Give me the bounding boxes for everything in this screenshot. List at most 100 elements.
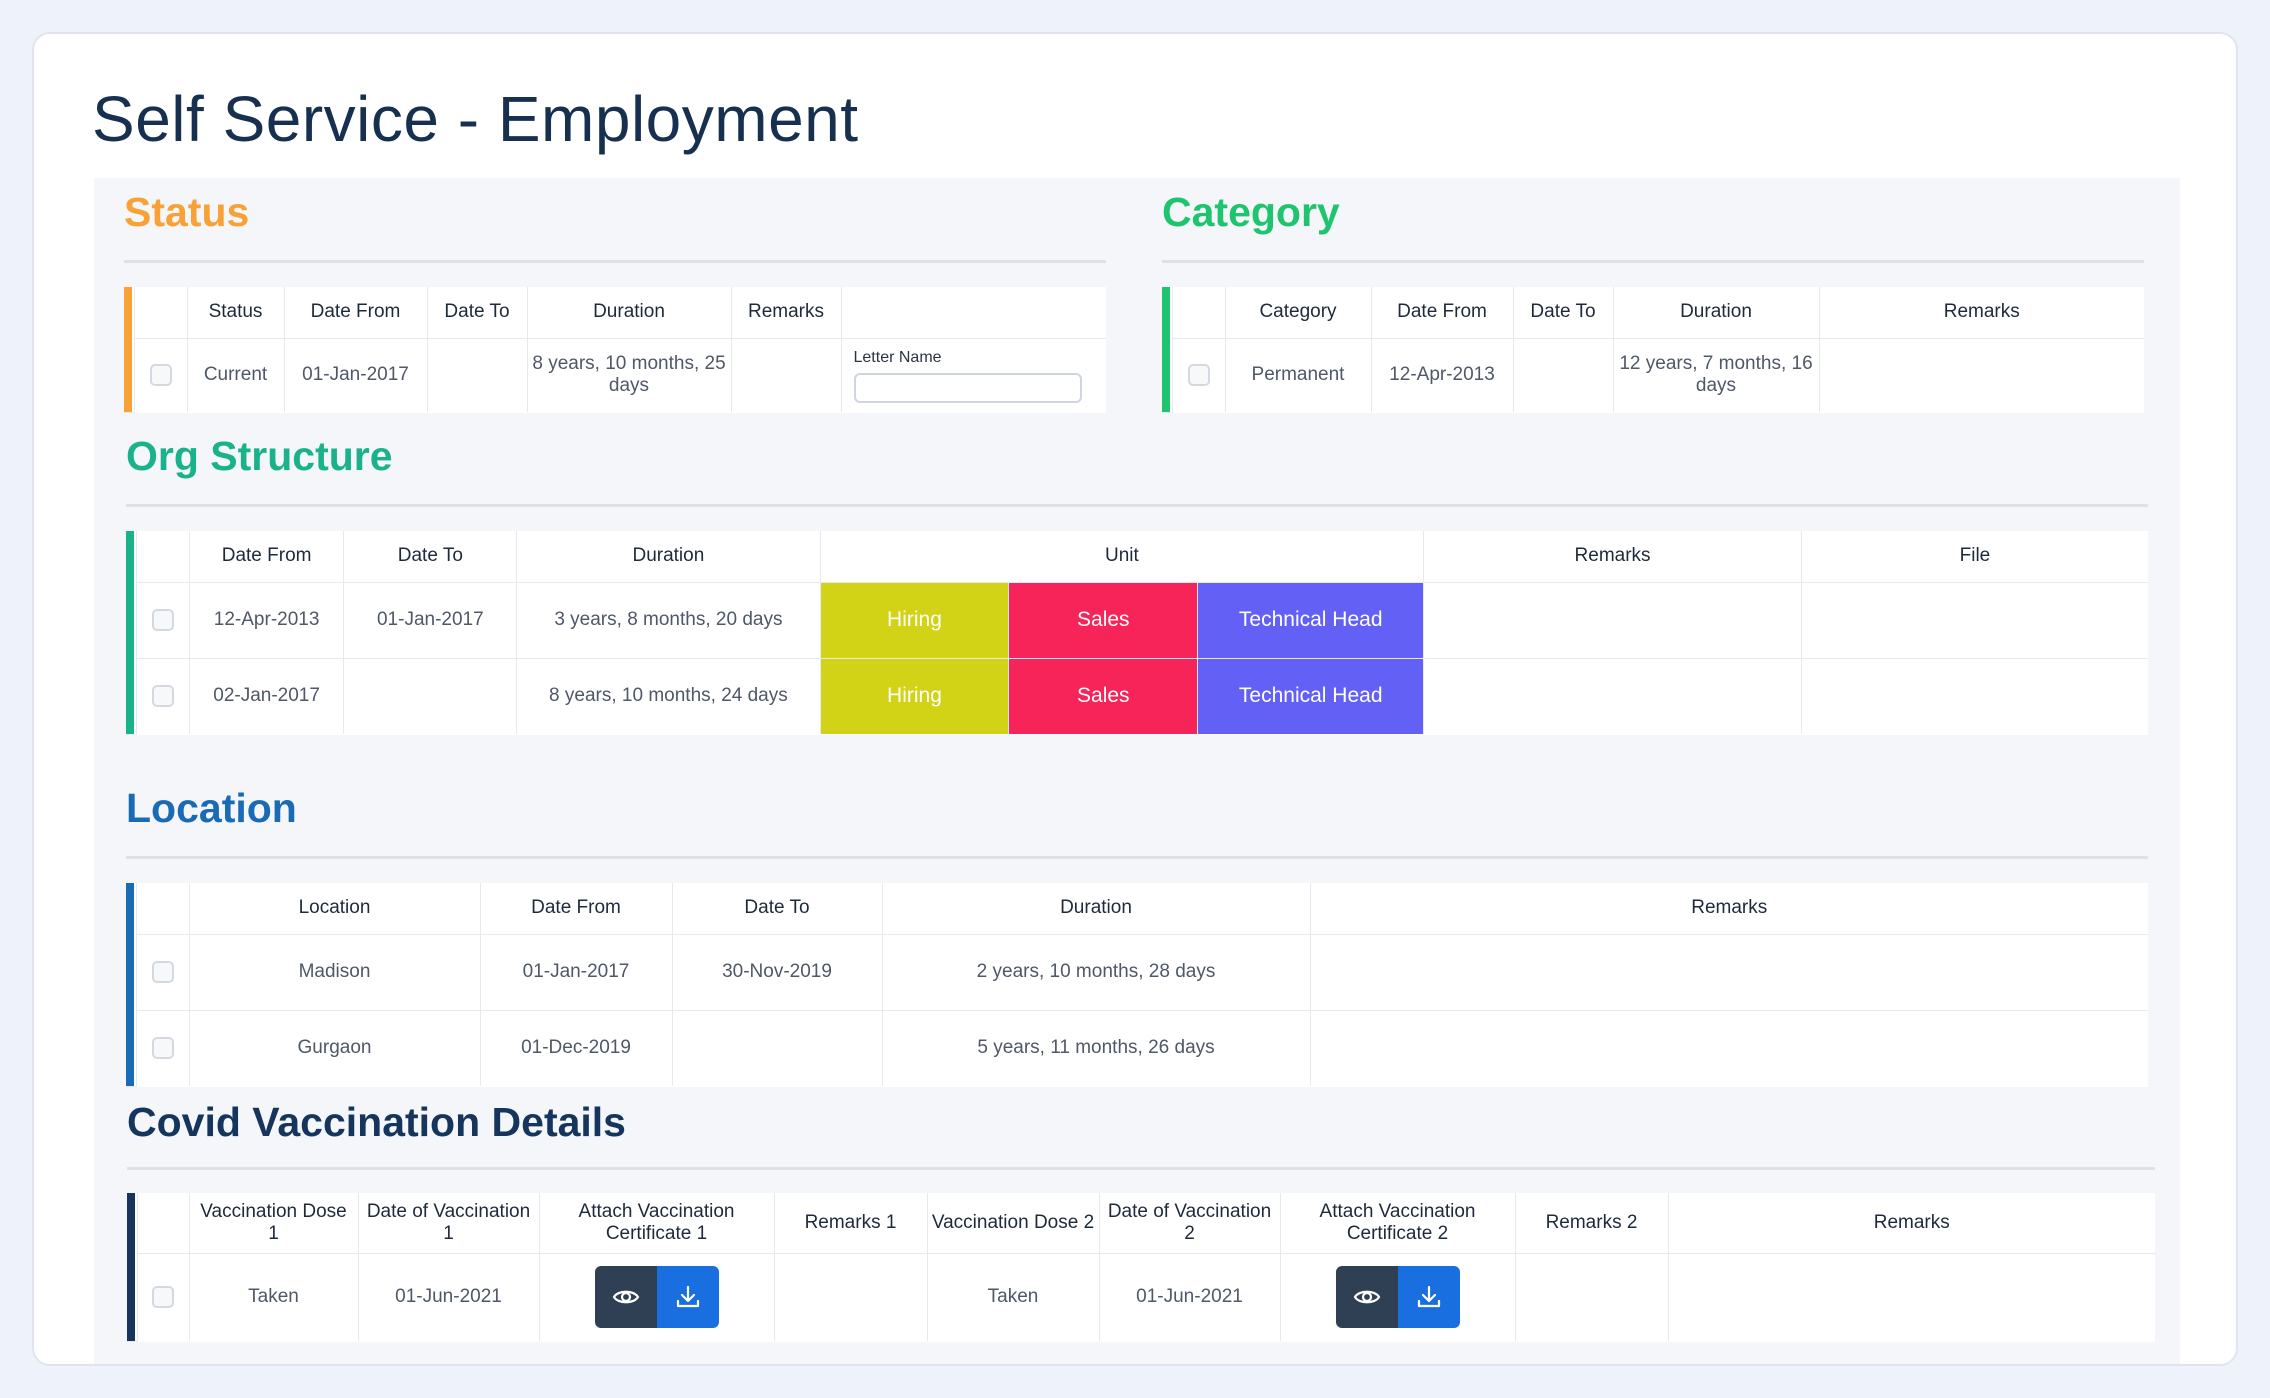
- table-row: Madison 01-Jan-2017 30-Nov-2019 2 years,…: [126, 934, 2148, 1011]
- location-select-header: [136, 883, 190, 935]
- status-date-to: [427, 338, 528, 412]
- covid-header-row: Vaccination Dose 1 Date of Vaccination 1…: [127, 1193, 2155, 1342]
- org-structure-section: Org Structure Date From Date To Duration…: [126, 430, 2148, 910]
- covid-col-date2: Date of Vaccination 2: [1099, 1193, 1281, 1254]
- org-date-to: 01-Jan-2017: [343, 582, 518, 659]
- status-date-from: 01-Jan-2017: [284, 338, 428, 412]
- category-col-category: Category: [1225, 287, 1372, 339]
- location-date-to: [672, 1010, 883, 1086]
- location-duration: 2 years, 10 months, 28 days: [882, 934, 1311, 1011]
- location-table: Location Date From Date To Duration Rema…: [126, 883, 2148, 1087]
- category-duration: 12 years, 7 months, 16 days: [1613, 338, 1820, 412]
- org-remarks: [1423, 582, 1802, 659]
- location-name: Madison: [189, 934, 481, 1011]
- status-header-row: Status Date From Date To Duration Remark…: [124, 287, 1106, 413]
- unit-hiring-tag: Hiring: [820, 658, 1010, 734]
- location-divider: [126, 856, 2148, 859]
- category-divider: [1162, 260, 2144, 263]
- org-date-from: 12-Apr-2013: [189, 582, 345, 659]
- location-remarks: [1310, 934, 2148, 1011]
- content-panel: Status Status Date From Date To Duration…: [94, 178, 2180, 1364]
- letter-name-cell: Letter Name: [841, 338, 1106, 412]
- status-table: Status Date From Date To Duration Remark…: [124, 287, 1106, 413]
- covid-dose1: Taken: [189, 1253, 359, 1341]
- row-checkbox[interactable]: [151, 685, 174, 708]
- covid-section: Covid Vaccination Details Vaccination Do…: [127, 1096, 2155, 1364]
- category-header-row: Category Date From Date To Duration Rema…: [1162, 287, 2144, 413]
- covid-remarks: [1668, 1253, 2155, 1341]
- table-row: Current 01-Jan-2017 8 years, 10 months, …: [124, 338, 1106, 412]
- page-title: Self Service - Employment: [92, 83, 859, 155]
- row-checkbox[interactable]: [151, 1037, 174, 1060]
- covid-dose2: Taken: [927, 1253, 1100, 1341]
- covid-remarks2: [1515, 1253, 1669, 1341]
- letter-name-input[interactable]: [853, 373, 1082, 404]
- status-col-remarks: Remarks: [731, 287, 842, 339]
- covid-col-remarks: Remarks: [1668, 1193, 2155, 1254]
- row-select-cell: [136, 658, 190, 734]
- location-name: Gurgaon: [189, 1010, 481, 1086]
- org-header-row: Date From Date To Duration Unit Remarks …: [126, 531, 2148, 735]
- org-remarks: [1423, 658, 1802, 734]
- download-icon: [676, 1286, 699, 1308]
- cert2-actions: [1335, 1266, 1460, 1329]
- location-col-remarks: Remarks: [1310, 883, 2148, 935]
- row-select-cell: [134, 338, 188, 412]
- status-col-letter: [841, 287, 1106, 339]
- category-col-date-from: Date From: [1371, 287, 1514, 339]
- status-col-status: Status: [187, 287, 285, 339]
- org-accent-bar: [126, 531, 137, 735]
- table-row: 12-Apr-2013 01-Jan-2017 3 years, 8 month…: [126, 582, 2148, 659]
- row-select-cell: [137, 1253, 190, 1341]
- org-structure-title: Org Structure: [126, 433, 393, 479]
- category-col-date-to: Date To: [1513, 287, 1614, 339]
- location-duration: 5 years, 11 months, 26 days: [882, 1010, 1311, 1086]
- row-checkbox[interactable]: [152, 1286, 174, 1309]
- location-date-from: 01-Jan-2017: [480, 934, 673, 1011]
- covid-select-header: [137, 1193, 190, 1254]
- category-remarks: [1819, 338, 2144, 412]
- org-table: Date From Date To Duration Unit Remarks …: [126, 531, 2148, 735]
- location-header-row: Location Date From Date To Duration Rema…: [126, 883, 2148, 1087]
- table-row: Taken 01-Jun-2021: [127, 1253, 2155, 1341]
- covid-col-remarks1: Remarks 1: [774, 1193, 928, 1254]
- location-date-to: 30-Nov-2019: [672, 934, 883, 1011]
- category-date-to: [1513, 338, 1614, 412]
- location-date-from: 01-Dec-2019: [480, 1010, 673, 1086]
- category-col-duration: Duration: [1613, 287, 1820, 339]
- employment-card: Self Service - Employment Status Status …: [32, 32, 2238, 1366]
- category-table: Category Date From Date To Duration Rema…: [1162, 287, 2144, 413]
- org-col-file: File: [1801, 531, 2148, 583]
- row-checkbox[interactable]: [151, 608, 174, 631]
- cert1-actions: [594, 1266, 719, 1329]
- eye-icon: [612, 1290, 639, 1304]
- status-col-date-to: Date To: [427, 287, 528, 339]
- covid-col-date1: Date of Vaccination 1: [358, 1193, 540, 1254]
- status-remarks: [731, 338, 842, 412]
- status-duration: 8 years, 10 months, 25 days: [527, 338, 732, 412]
- download-cert2-button[interactable]: [1397, 1266, 1460, 1329]
- status-section: Status Status Date From Date To Duration…: [124, 186, 1106, 426]
- org-date-from: 02-Jan-2017: [189, 658, 345, 734]
- category-section: Category Category Date From Date To Dura…: [1162, 186, 2144, 426]
- download-cert1-button[interactable]: [656, 1266, 719, 1329]
- unit-sales-tag: Sales: [1008, 582, 1199, 659]
- covid-cert1-cell: [539, 1253, 775, 1341]
- covid-divider: [127, 1167, 2155, 1170]
- status-title: Status: [124, 189, 250, 235]
- row-checkbox[interactable]: [149, 364, 172, 387]
- location-remarks: [1310, 1010, 2148, 1086]
- status-col-duration: Duration: [527, 287, 732, 339]
- row-checkbox[interactable]: [151, 960, 174, 983]
- status-col-date-from: Date From: [284, 287, 428, 339]
- view-cert1-button[interactable]: [594, 1266, 657, 1329]
- location-section: Location Location Date From Date To Dura…: [126, 782, 2148, 1262]
- covid-remarks1: [774, 1253, 928, 1341]
- view-cert2-button[interactable]: [1335, 1266, 1398, 1329]
- row-checkbox[interactable]: [1187, 364, 1210, 387]
- table-row: Gurgaon 01-Dec-2019 5 years, 11 months, …: [126, 1010, 2148, 1086]
- covid-table: Vaccination Dose 1 Date of Vaccination 1…: [127, 1193, 2155, 1342]
- category-title: Category: [1162, 189, 1340, 235]
- category-value: Permanent: [1225, 338, 1372, 412]
- covid-col-remarks2: Remarks 2: [1515, 1193, 1669, 1254]
